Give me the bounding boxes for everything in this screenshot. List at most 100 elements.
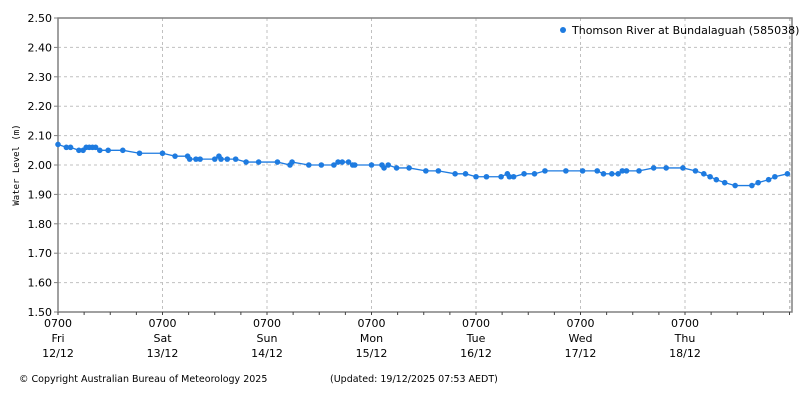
x-tick-label: 0700 [358,317,386,330]
data-point [542,168,548,174]
data-point [609,171,615,177]
data-point [289,159,295,165]
series-line [55,141,791,189]
water-level-chart: 1.50 1.60 1.70 1.80 1.90 2.00 2.10 2.20 2.30 2.40… [12,12,799,360]
data-point [243,159,249,165]
data-point [765,176,772,183]
data-point [510,173,517,180]
x-tick-label: Mon [360,332,383,345]
data-point [345,159,352,165]
data-point [193,156,199,162]
x-tick-label: Wed [569,332,593,345]
data-point [498,173,504,180]
data-point [721,179,728,186]
y-tick-label: 2.50 [28,12,53,25]
x-tick-label: Tue [466,332,486,345]
y-axis: 1.50 1.60 1.70 1.80 1.90 2.00 2.10 2.20 2.30 2.40… [28,12,58,319]
x-tick-label: 13/12 [147,347,179,360]
data-point [483,173,490,180]
data-point [650,165,657,171]
data-point [339,159,346,165]
data-point [186,156,193,162]
data-point [197,156,203,162]
x-tick-label: 0700 [253,317,281,330]
data-point [772,173,778,180]
data-point [224,156,231,162]
data-point [159,150,166,157]
grid-lines [58,18,792,312]
data-point [506,173,513,180]
data-point [579,168,586,174]
x-tick-label: 17/12 [565,347,597,360]
data-point [385,162,392,168]
data-point [105,147,111,154]
data-point [435,168,442,174]
data-point [452,171,458,177]
x-tick-label: Sun [257,332,278,345]
data-point [784,171,791,177]
data-point [306,162,312,168]
data-point [368,162,375,168]
data-point [680,165,686,171]
data-point [563,168,569,174]
x-tick-label: 16/12 [460,347,492,360]
y-tick-label: 1.60 [28,277,53,290]
x-tick-label: 0700 [567,317,595,330]
data-point [63,144,70,151]
data-point [636,168,642,174]
legend-marker-icon [560,27,566,33]
data-point [211,156,218,162]
y-tick-label: 1.70 [28,247,53,260]
copyright-text: © Copyright Australian Bureau of Meteoro… [19,374,268,385]
y-tick-label: 2.00 [28,159,53,172]
x-tick-label: 12/12 [42,347,74,360]
data-point [423,168,429,174]
data-point [749,182,755,189]
data-point [623,168,630,174]
x-tick-label: 0700 [671,317,699,330]
data-point [600,171,607,177]
data-point [136,150,143,157]
y-tick-label: 1.80 [28,218,53,231]
data-point [232,156,239,162]
data-point [755,179,761,186]
data-point [351,162,358,168]
data-point [318,162,325,168]
data-point [331,162,337,168]
x-tick-label: 0700 [462,317,490,330]
data-point [692,168,699,174]
x-tick-label: Thu [674,332,696,345]
x-tick-label: 15/12 [356,347,388,360]
x-tick-label: 18/12 [669,347,701,360]
data-point [701,171,707,177]
y-tick-label: 1.50 [28,306,53,319]
data-point [732,182,738,189]
x-axis: 0700 Fri 12/12 0700 Sat 13/12 0700 Sun 14/12 0700… [42,312,790,360]
x-tick-label: 0700 [44,317,72,330]
data-point [462,171,469,177]
x-tick-label: 0700 [149,317,177,330]
data-point [76,147,82,154]
legend-label: Thomson River at Bundalaguah (585038) [571,24,799,37]
y-tick-label: 1.90 [28,188,53,201]
updated-text: (Updated: 19/12/2025 07:53 AEDT) [330,374,498,385]
data-point [594,168,601,174]
x-tick-label: Sat [153,332,172,345]
data-point [663,165,669,171]
data-point [615,171,621,177]
data-point [335,159,341,165]
data-point [218,156,224,162]
data-point [473,173,479,180]
data-point [521,171,527,177]
data-point [119,147,126,154]
data-point [713,176,720,183]
y-tick-label: 2.10 [28,130,53,143]
data-point [172,153,178,159]
data-point [707,173,713,180]
data-point [97,147,103,154]
x-tick-label: 14/12 [251,347,283,360]
data-point [406,165,412,171]
legend: Thomson River at Bundalaguah (585038) [560,24,799,37]
y-axis-title: Water Level (m) [12,124,22,205]
data-point [531,171,538,177]
